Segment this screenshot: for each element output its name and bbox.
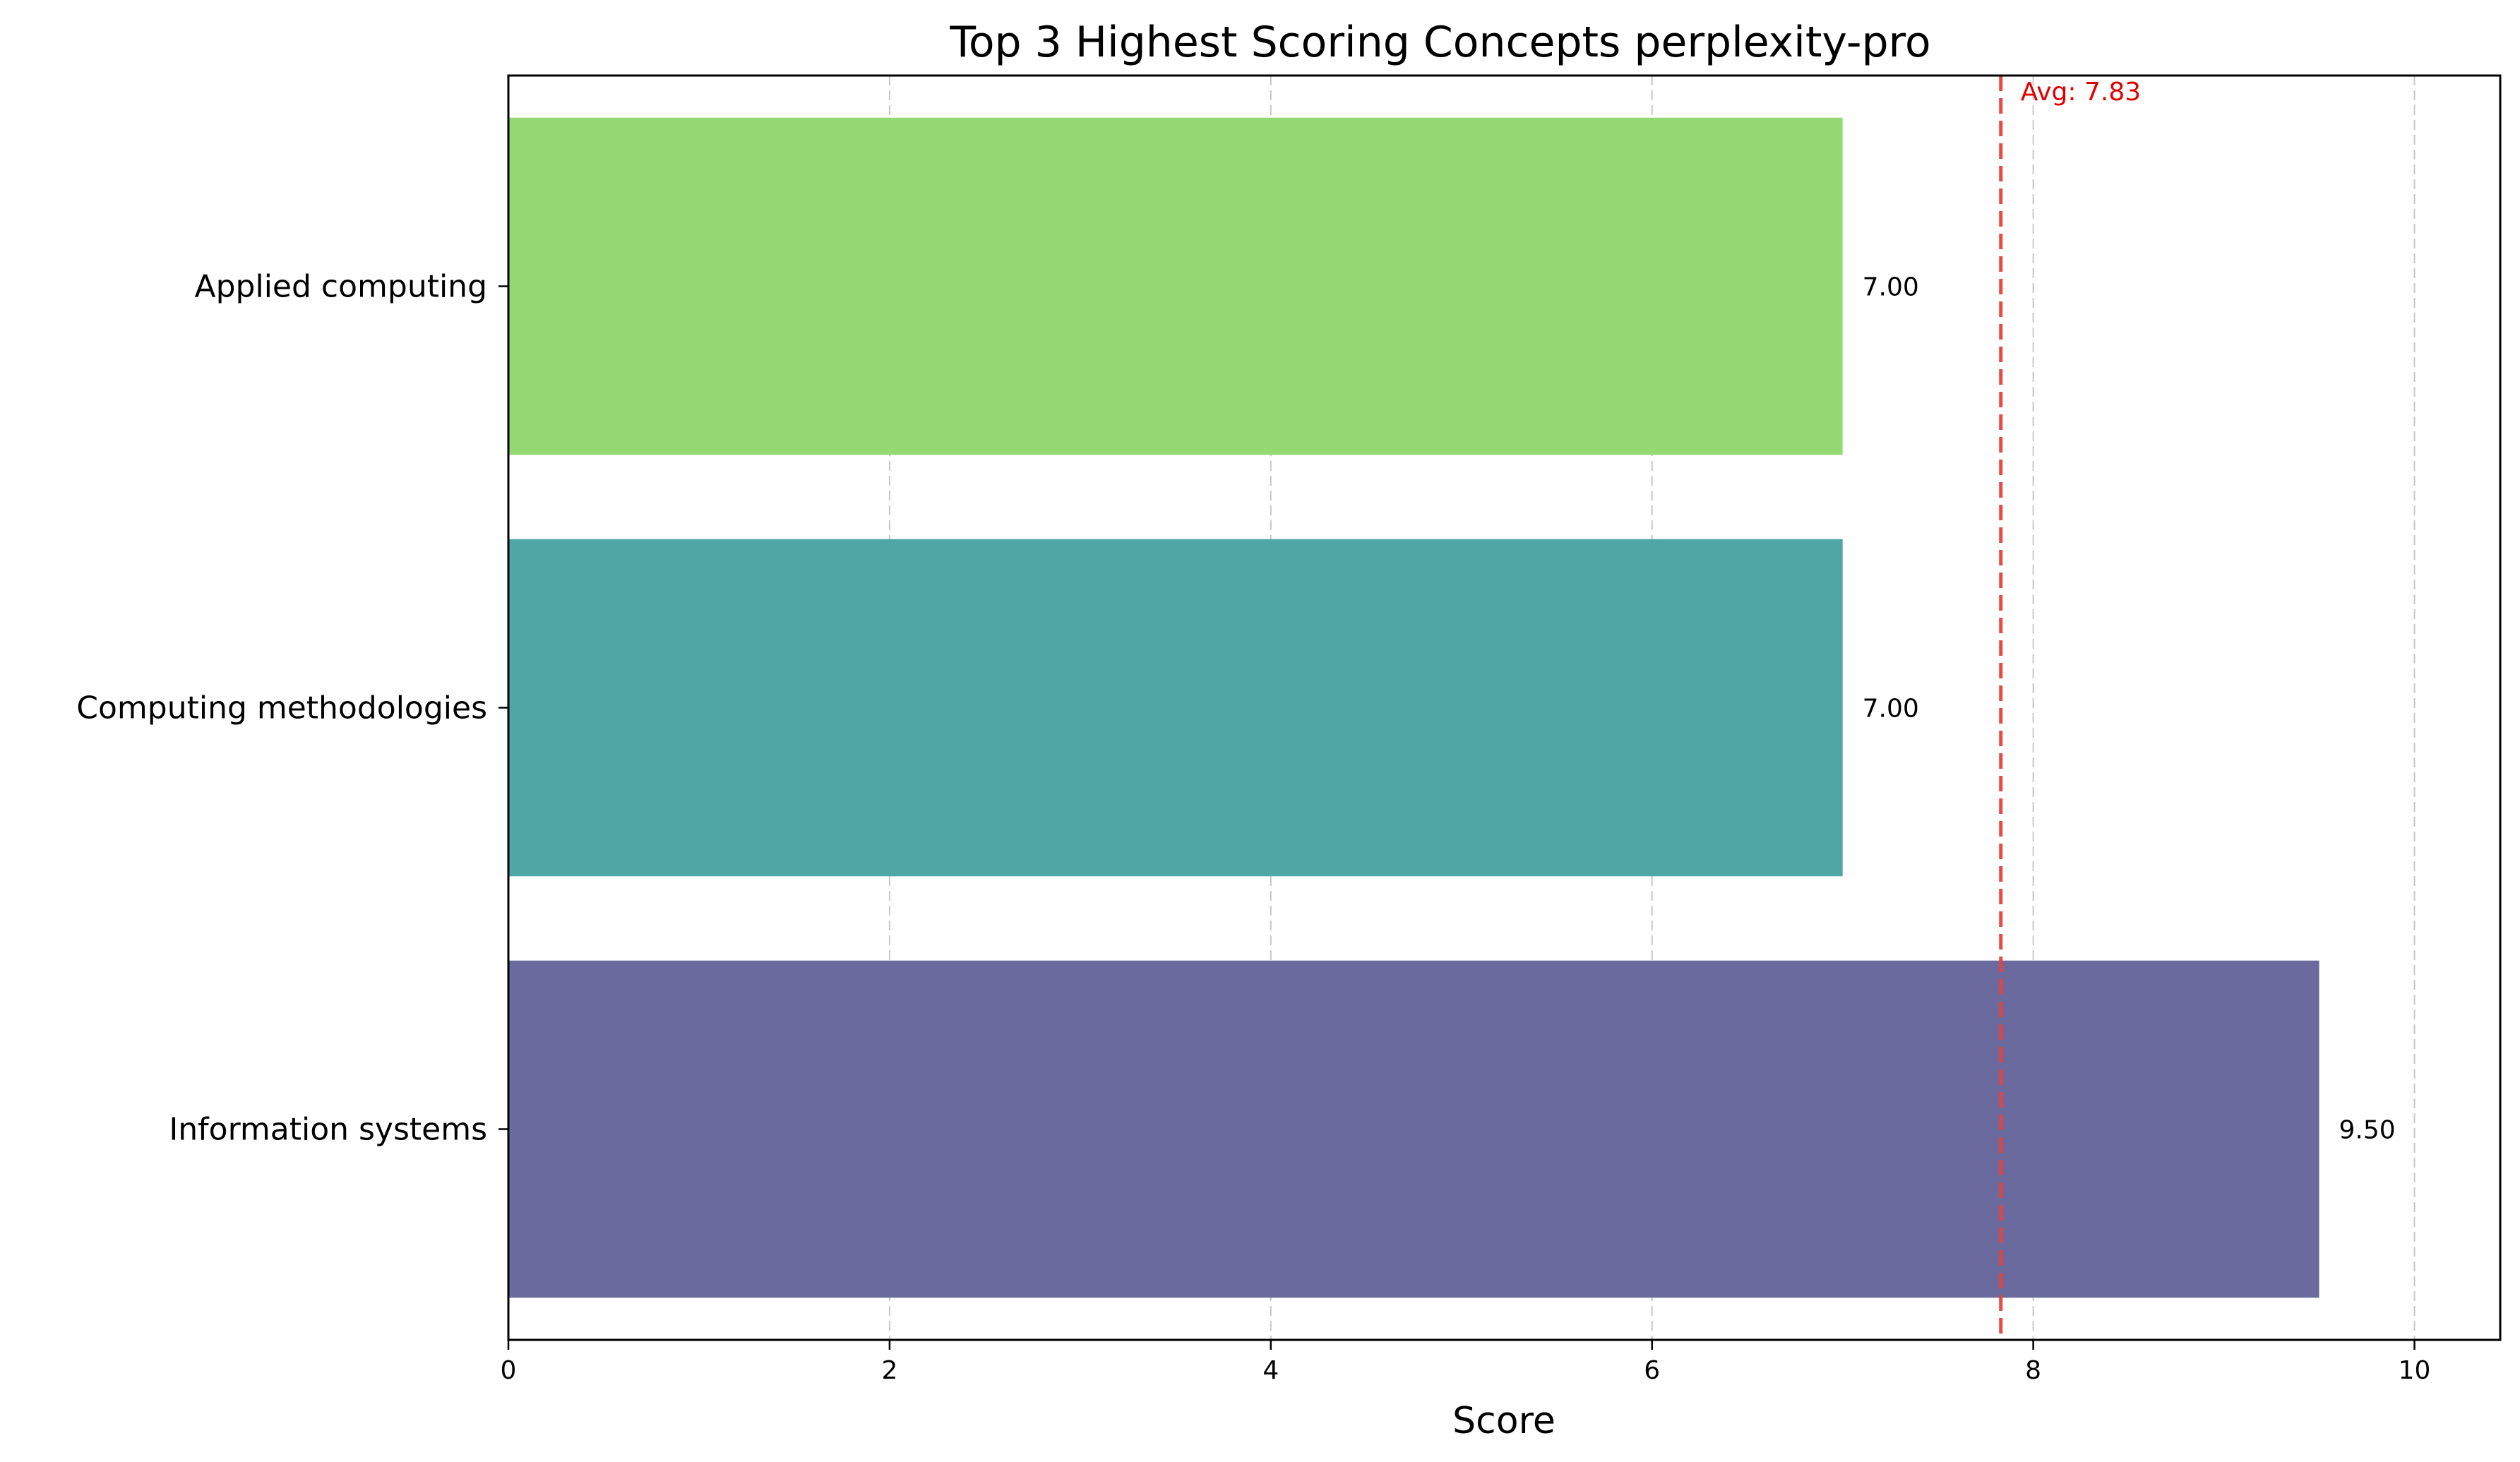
x-tick-label: 0 — [501, 1356, 517, 1385]
x-tick-label: 4 — [1262, 1356, 1279, 1385]
bar — [508, 117, 1843, 455]
average-marker: Avg: 7.83 — [1999, 76, 2141, 1340]
bar — [508, 539, 1843, 877]
chart-title: Top 3 Highest Scoring Concepts perplexit… — [949, 18, 1930, 67]
average-label: Avg: 7.83 — [2021, 78, 2141, 107]
x-tick-label: 2 — [881, 1356, 897, 1385]
x-tick-label: 10 — [2399, 1356, 2431, 1385]
bar-value-label: 9.50 — [2339, 1116, 2396, 1145]
bars: 9.50 7.00 7.00 — [508, 117, 2396, 1298]
y-category-label: Computing methodologies — [76, 690, 487, 726]
bar-value-label: 7.00 — [1863, 273, 1919, 302]
bar-value-label: 7.00 — [1863, 695, 1919, 724]
x-tick-label: 6 — [1644, 1356, 1660, 1385]
bar — [508, 960, 2319, 1298]
y-category-label: Applied computing — [195, 269, 487, 305]
x-axis-label: Score — [1452, 1400, 1555, 1442]
x-tick-label: 8 — [2025, 1356, 2041, 1385]
y-axis-categories: Information systems Computing methodologi… — [76, 269, 508, 1148]
y-category-label: Information systems — [169, 1112, 487, 1148]
x-axis-ticks: 0 2 4 6 8 10 — [501, 1340, 2431, 1385]
